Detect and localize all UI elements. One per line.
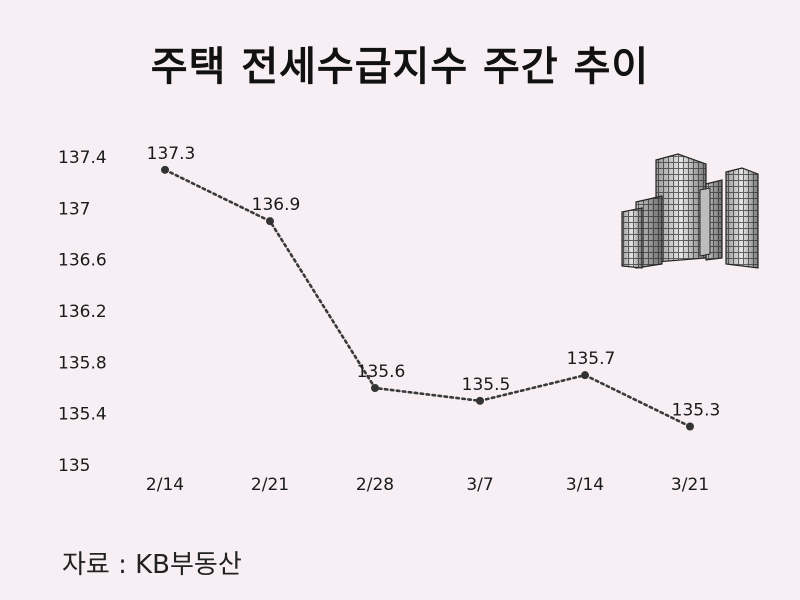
y-tick-label: 135.8 — [58, 353, 107, 373]
x-tick-label: 3/7 — [466, 475, 493, 495]
source-note: 자료 : KB부동산 — [62, 550, 242, 580]
data-point — [581, 371, 589, 380]
x-tick-label: 2/14 — [146, 475, 184, 495]
data-label: 135.6 — [357, 362, 406, 382]
data-point — [476, 396, 484, 405]
data-point — [161, 165, 169, 174]
y-tick-label: 136.2 — [58, 302, 107, 322]
chart-title: 주택 전세수급지수 주간 추이 — [150, 44, 650, 90]
data-label: 136.9 — [252, 195, 301, 215]
series-line — [163, 168, 692, 428]
y-tick-label: 135 — [58, 456, 90, 476]
y-tick-label: 135.4 — [58, 405, 107, 425]
data-point — [686, 422, 694, 431]
x-tick-label: 3/14 — [566, 475, 604, 495]
office-buildings-icon — [621, 153, 759, 269]
x-tick-label: 3/21 — [671, 475, 709, 495]
data-point — [266, 217, 274, 226]
x-tick-label: 2/21 — [251, 475, 289, 495]
data-label: 137.3 — [147, 144, 196, 164]
data-label: 135.7 — [567, 349, 616, 369]
y-axis-ticks: 137.4 137 136.6 136.2 135.8 135.4 135 — [58, 148, 107, 476]
x-tick-label: 2/28 — [356, 475, 394, 495]
y-tick-label: 137 — [58, 199, 90, 219]
data-points — [161, 165, 694, 431]
y-tick-label: 137.4 — [58, 148, 107, 168]
y-tick-label: 136.6 — [58, 251, 107, 271]
data-label: 135.3 — [672, 401, 721, 421]
data-labels: 137.3 136.9 135.6 135.5 135.7 135.3 — [147, 144, 721, 421]
data-label: 135.5 — [462, 375, 511, 395]
x-axis-ticks: 2/14 2/21 2/28 3/7 3/14 3/21 — [146, 475, 709, 495]
data-point — [371, 384, 379, 392]
